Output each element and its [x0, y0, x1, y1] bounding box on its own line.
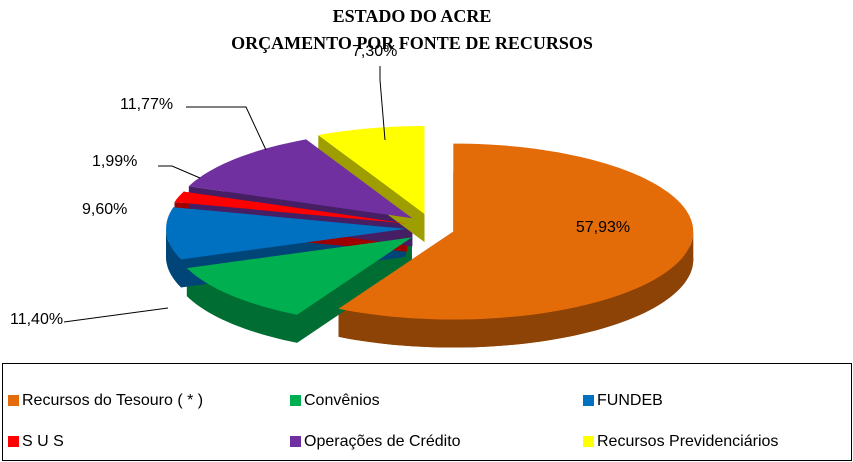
data-label: 1,99%	[92, 153, 137, 170]
legend-swatch	[583, 436, 594, 447]
legend-label: S U S	[22, 433, 64, 450]
data-label: 7,30%	[352, 43, 397, 60]
slice-wall	[338, 231, 694, 348]
legend-swatch	[8, 395, 19, 406]
data-label: 9,60%	[82, 201, 127, 218]
leader-line	[158, 165, 201, 179]
leader-line	[63, 307, 169, 323]
legend-box	[2, 363, 852, 461]
legend-label: Recursos Previdenciários	[597, 433, 778, 450]
legend-label: FUNDEB	[597, 392, 663, 409]
slice-wall	[186, 268, 298, 343]
data-label: 57,93%	[576, 219, 630, 236]
slice	[174, 191, 408, 224]
legend-label: Recursos do Tesouro ( * )	[22, 392, 203, 409]
legend-swatch	[290, 395, 301, 406]
legend-label: Convênios	[304, 392, 380, 409]
chart-title: ESTADO DO ACRE	[333, 6, 492, 26]
legend-swatch	[8, 436, 19, 447]
leader-line	[186, 106, 267, 151]
slice	[188, 139, 413, 219]
chart-title: ORÇAMENTO POR FONTE DE RECURSOS	[231, 33, 593, 53]
leader-line	[379, 66, 386, 141]
slice	[186, 237, 412, 315]
data-label: 11,40%	[10, 311, 63, 328]
legend-label: Operações de Crédito	[304, 433, 461, 450]
legend-swatch	[290, 436, 301, 447]
slice	[166, 207, 406, 260]
slice	[338, 143, 694, 320]
slice-wall	[166, 228, 182, 288]
slice	[318, 126, 425, 214]
legend-swatch	[583, 395, 594, 406]
data-label: 11,77%	[120, 96, 173, 113]
